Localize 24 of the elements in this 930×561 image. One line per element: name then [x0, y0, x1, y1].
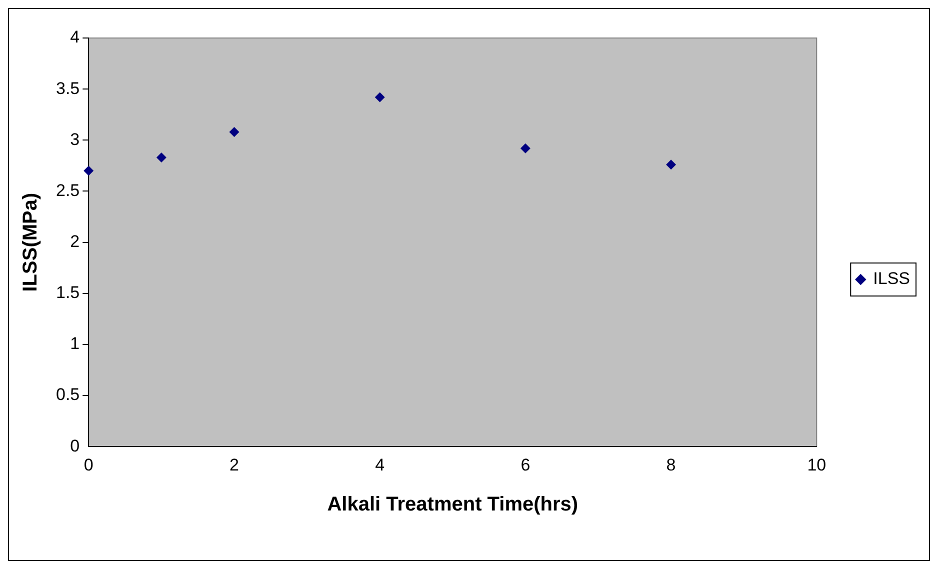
point	[520, 143, 530, 154]
x-tick-label: 8	[666, 455, 676, 474]
y-tick-label: 1.5	[56, 283, 80, 302]
point	[156, 152, 166, 163]
y-tick-label: 2	[70, 232, 80, 251]
y-tick-label: 3.5	[56, 78, 80, 98]
point	[84, 166, 94, 176]
y-tick-label: 3	[70, 130, 80, 149]
x-tick-label: 6	[520, 455, 530, 474]
point	[374, 92, 385, 102]
x-tick-label: 0	[84, 455, 94, 474]
legend-label: ILSS	[873, 269, 910, 288]
x-axis-title: Alkali Treatment Time(hrs)	[327, 494, 578, 516]
y-tick-label: 1	[70, 334, 80, 354]
x-tick-label: 10	[807, 455, 826, 474]
y-axis-title: ILSS(MPa)	[20, 192, 42, 292]
point	[666, 160, 676, 170]
x-tick-label: 4	[375, 455, 385, 474]
y-tick-label: 0	[70, 436, 80, 456]
x-tick-label: 2	[230, 455, 239, 474]
point	[229, 126, 240, 137]
y-tick-label: 2.5	[56, 180, 80, 200]
y-tick-label: 4	[70, 28, 80, 47]
y-tick-label: 0.5	[56, 385, 80, 404]
